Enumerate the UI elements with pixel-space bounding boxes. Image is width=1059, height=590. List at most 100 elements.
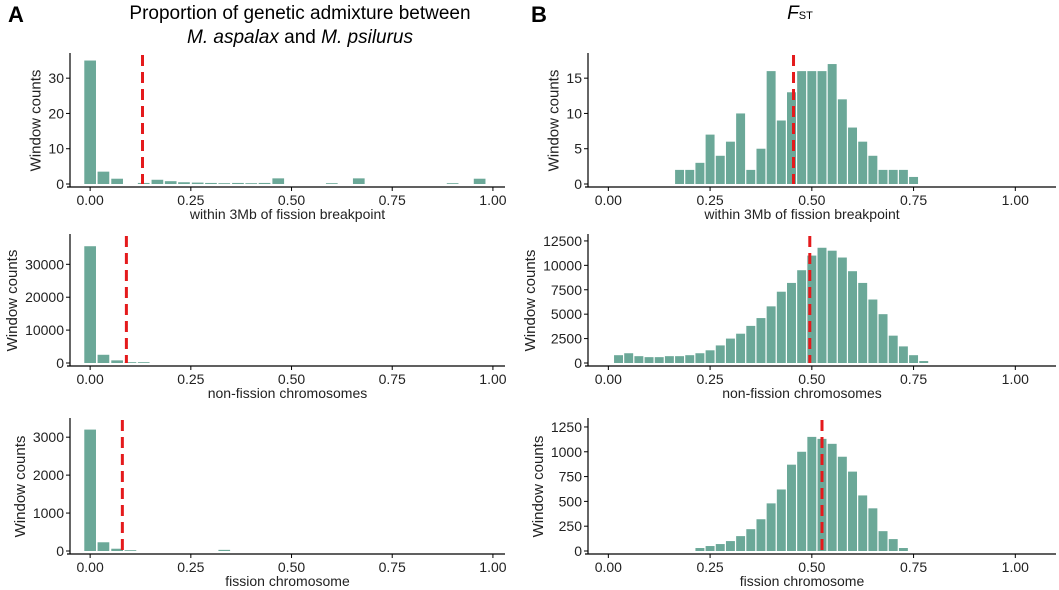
x-tick-label: 0.75 <box>900 192 927 208</box>
bar <box>245 183 258 184</box>
bar <box>685 169 695 184</box>
x-tick-label: 0.50 <box>278 371 305 387</box>
bar <box>807 436 817 551</box>
bar <box>725 141 735 184</box>
bar <box>797 71 807 184</box>
bar <box>258 182 271 184</box>
bar <box>878 314 888 363</box>
bar <box>218 549 231 551</box>
bar <box>817 247 827 363</box>
bar <box>919 361 929 363</box>
bar <box>164 181 177 184</box>
bar <box>705 546 715 551</box>
species-2: M. psilurus <box>321 27 413 48</box>
y-tick-label: 20 <box>48 105 64 121</box>
x-axis-label: fission chromosome <box>740 573 865 589</box>
bar <box>756 318 766 363</box>
bar <box>97 542 110 551</box>
x-axis-label: non-fission chromosomes <box>722 385 882 401</box>
x-tick-label: 1.00 <box>479 559 506 575</box>
y-tick-label: 0 <box>574 176 582 192</box>
bar <box>807 71 817 184</box>
bar <box>888 335 898 363</box>
bar <box>695 162 705 184</box>
y-tick-label: 2500 <box>551 331 582 347</box>
bar <box>797 451 807 551</box>
panel-b-title-sub: ST <box>798 10 813 22</box>
bar <box>766 306 776 363</box>
bar <box>705 134 715 184</box>
x-tick-label: 1.00 <box>479 192 506 208</box>
y-axis-label: Window counts <box>4 250 21 352</box>
x-tick-label: 0.50 <box>278 192 305 208</box>
bar <box>205 182 217 184</box>
bar <box>725 338 735 363</box>
bar <box>868 299 878 363</box>
bar <box>715 345 725 363</box>
chart-b1: 0 5 10 15 0.00 0.25 0.50 0.75 1.00 within 3Mb of … <box>545 53 1056 222</box>
bar <box>272 178 285 184</box>
y-tick-label: 15 <box>566 70 582 86</box>
bar <box>766 71 776 184</box>
bar <box>685 355 695 363</box>
bar <box>756 519 766 551</box>
bar <box>111 360 123 363</box>
x-tick-label: 1.00 <box>1002 192 1029 208</box>
x-axis-label: within 3Mb of fission breakpoint <box>189 206 385 222</box>
bar <box>868 155 878 184</box>
bar <box>858 282 868 363</box>
bar <box>807 255 817 363</box>
x-tick-label: 0.75 <box>379 192 406 208</box>
bar <box>848 127 857 184</box>
bar <box>715 544 725 551</box>
bar <box>736 333 746 363</box>
bar <box>84 60 96 184</box>
y-tick-label: 0 <box>56 176 64 192</box>
chart-a2: 0 10000 20000 30000 0.00 0.25 0.50 0.75 1.00 non-… <box>4 234 507 401</box>
bar <box>898 548 908 551</box>
chart-a3: 0 1000 2000 3000 0.00 0.25 0.50 0.75 1.00 fission… <box>12 418 507 589</box>
y-tick-label: 500 <box>559 493 583 509</box>
bar <box>695 353 705 363</box>
panel-a-title: Proportion of genetic admixture between … <box>70 2 530 50</box>
y-tick-label: 10000 <box>25 322 64 338</box>
y-tick-label: 3000 <box>33 429 64 445</box>
y-tick-label: 7500 <box>551 282 582 298</box>
bar <box>858 495 868 551</box>
species-1: M. aspalax <box>187 27 279 48</box>
x-tick-label: 1.00 <box>1002 371 1029 387</box>
panel-b-title: FST <box>770 2 830 28</box>
y-tick-label: 5000 <box>551 306 582 322</box>
bar <box>111 178 123 184</box>
x-tick-label: 0.25 <box>177 192 204 208</box>
y-tick-label: 12500 <box>543 233 582 249</box>
bar <box>888 169 898 184</box>
bar <box>178 182 190 184</box>
bar <box>848 471 857 551</box>
title-and: and <box>284 27 316 48</box>
bar <box>837 456 847 551</box>
bar <box>787 92 796 184</box>
x-tick-label: 1.00 <box>479 371 506 387</box>
bar <box>624 353 634 363</box>
y-tick-label: 10 <box>566 105 582 121</box>
y-tick-label: 2000 <box>33 467 64 483</box>
panel-letter-b: B <box>531 2 547 27</box>
bar <box>664 356 674 363</box>
bar <box>84 246 96 363</box>
x-tick-label: 0.75 <box>379 559 406 575</box>
y-tick-label: 1000 <box>551 444 582 460</box>
x-tick-label: 0.00 <box>595 192 622 208</box>
bar <box>756 148 766 184</box>
bar <box>878 169 888 184</box>
x-tick-label: 0.00 <box>77 559 104 575</box>
x-tick-label: 0.00 <box>77 371 104 387</box>
x-tick-label: 0.75 <box>900 371 927 387</box>
bar <box>888 539 898 551</box>
bar <box>705 350 715 363</box>
y-tick-label: 30000 <box>25 256 64 272</box>
bar <box>725 541 735 551</box>
chart-a1: 0 10 20 30 0.00 0.25 0.50 0.75 1.00 within 3Mb of… <box>27 53 507 222</box>
bar <box>776 291 786 363</box>
